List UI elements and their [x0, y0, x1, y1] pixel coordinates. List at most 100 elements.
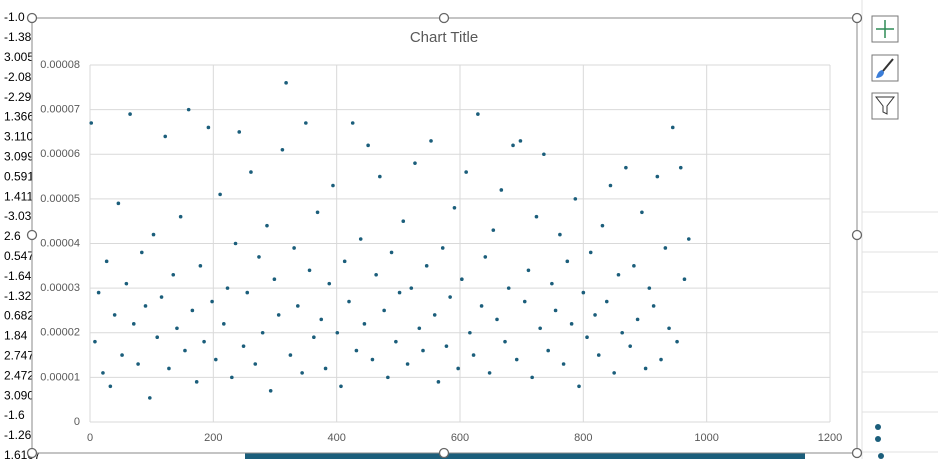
y-tick-label: 0.00001	[40, 371, 80, 383]
data-point	[120, 353, 124, 357]
data-point	[183, 348, 187, 353]
data-point	[304, 121, 308, 125]
data-point	[569, 322, 574, 326]
data-point	[241, 344, 246, 348]
data-point	[675, 339, 679, 344]
data-point	[534, 214, 539, 219]
data-point	[663, 246, 668, 250]
data-point	[573, 197, 578, 201]
chart-filters-button[interactable]	[871, 92, 899, 120]
data-point	[300, 371, 304, 375]
data-point	[530, 375, 534, 380]
data-point	[405, 362, 410, 366]
data-point	[131, 322, 136, 326]
x-tick-label: 1000	[694, 432, 718, 444]
cell-value: -1.0	[4, 10, 25, 24]
data-point	[659, 357, 663, 362]
data-point	[460, 277, 464, 282]
data-point	[225, 286, 230, 290]
data-point	[249, 170, 253, 174]
data-point	[495, 317, 499, 322]
cell-value: -1.32	[4, 289, 32, 303]
data-point	[628, 344, 632, 348]
cell-value: 2.472	[4, 368, 34, 382]
data-point	[514, 357, 519, 362]
cell-value: -3.03	[4, 209, 32, 223]
data-point	[370, 357, 375, 362]
x-tick-label: 1200	[818, 432, 842, 444]
cell-value: -1.6	[4, 408, 25, 422]
data-point	[620, 330, 624, 335]
data-point	[429, 139, 433, 143]
data-point	[167, 366, 171, 371]
data-point	[389, 250, 394, 255]
resize-handles[interactable]	[26, 12, 863, 459]
data-point	[230, 375, 234, 380]
cell-value: -1.26	[4, 428, 32, 442]
data-point	[522, 299, 527, 304]
data-point	[171, 272, 176, 277]
data-point	[342, 259, 347, 264]
data-point	[233, 241, 238, 246]
data-point	[128, 112, 132, 116]
data-point	[655, 174, 660, 179]
data-point	[116, 201, 121, 206]
data-point	[280, 147, 285, 152]
data-point	[206, 125, 211, 130]
x-tick-label: 400	[327, 432, 345, 444]
data-point	[101, 371, 105, 375]
data-point	[424, 264, 429, 268]
data-point	[565, 259, 570, 264]
data-point	[670, 125, 675, 130]
data-point	[358, 237, 363, 241]
chart-title[interactable]: Chart Title	[410, 29, 478, 46]
data-point	[319, 317, 324, 322]
cell-value: 3.110	[4, 130, 33, 144]
data-point	[214, 357, 218, 362]
data-point	[436, 380, 441, 384]
data-point	[190, 308, 195, 313]
data-point	[452, 206, 457, 210]
chart-area[interactable]	[31, 17, 858, 454]
cell-value: 3.090	[4, 388, 34, 402]
data-point	[323, 366, 328, 371]
data-point	[581, 290, 586, 295]
chart-elements-button[interactable]	[871, 15, 899, 43]
cell-value: -1.64	[4, 269, 32, 283]
data-point	[456, 366, 460, 371]
data-point	[686, 237, 691, 241]
data-point	[647, 286, 652, 290]
data-point	[96, 290, 101, 295]
data-point	[518, 139, 523, 143]
data-point	[382, 308, 386, 313]
data-point	[143, 304, 148, 308]
data-point	[186, 107, 191, 112]
data-point	[553, 308, 558, 313]
data-point	[202, 339, 206, 344]
data-point	[413, 161, 417, 165]
cell-column: -1.0 -1.38 3.005 -2.08 -2.29 1.366 3.110 3.099 0…	[4, 10, 41, 462]
data-point	[585, 335, 589, 340]
x-tick-label: 600	[451, 432, 469, 444]
data-point	[335, 330, 340, 335]
data-point	[245, 290, 250, 295]
data-point	[596, 353, 601, 357]
data-point	[362, 322, 367, 326]
cell-value: 2.747	[4, 348, 34, 362]
chart-styles-button[interactable]	[871, 54, 899, 82]
data-point	[339, 384, 343, 389]
data-point	[558, 232, 562, 237]
data-point	[112, 313, 117, 317]
cell-value: 0.547	[4, 249, 34, 263]
data-point	[104, 259, 109, 264]
data-point	[577, 384, 581, 389]
data-point	[476, 112, 480, 116]
data-point	[331, 183, 335, 188]
data-point	[347, 299, 351, 304]
data-point	[651, 304, 656, 308]
data-point	[124, 281, 129, 286]
data-point	[257, 255, 261, 259]
data-point	[194, 380, 199, 384]
data-point	[163, 134, 168, 139]
data-point	[667, 326, 671, 331]
